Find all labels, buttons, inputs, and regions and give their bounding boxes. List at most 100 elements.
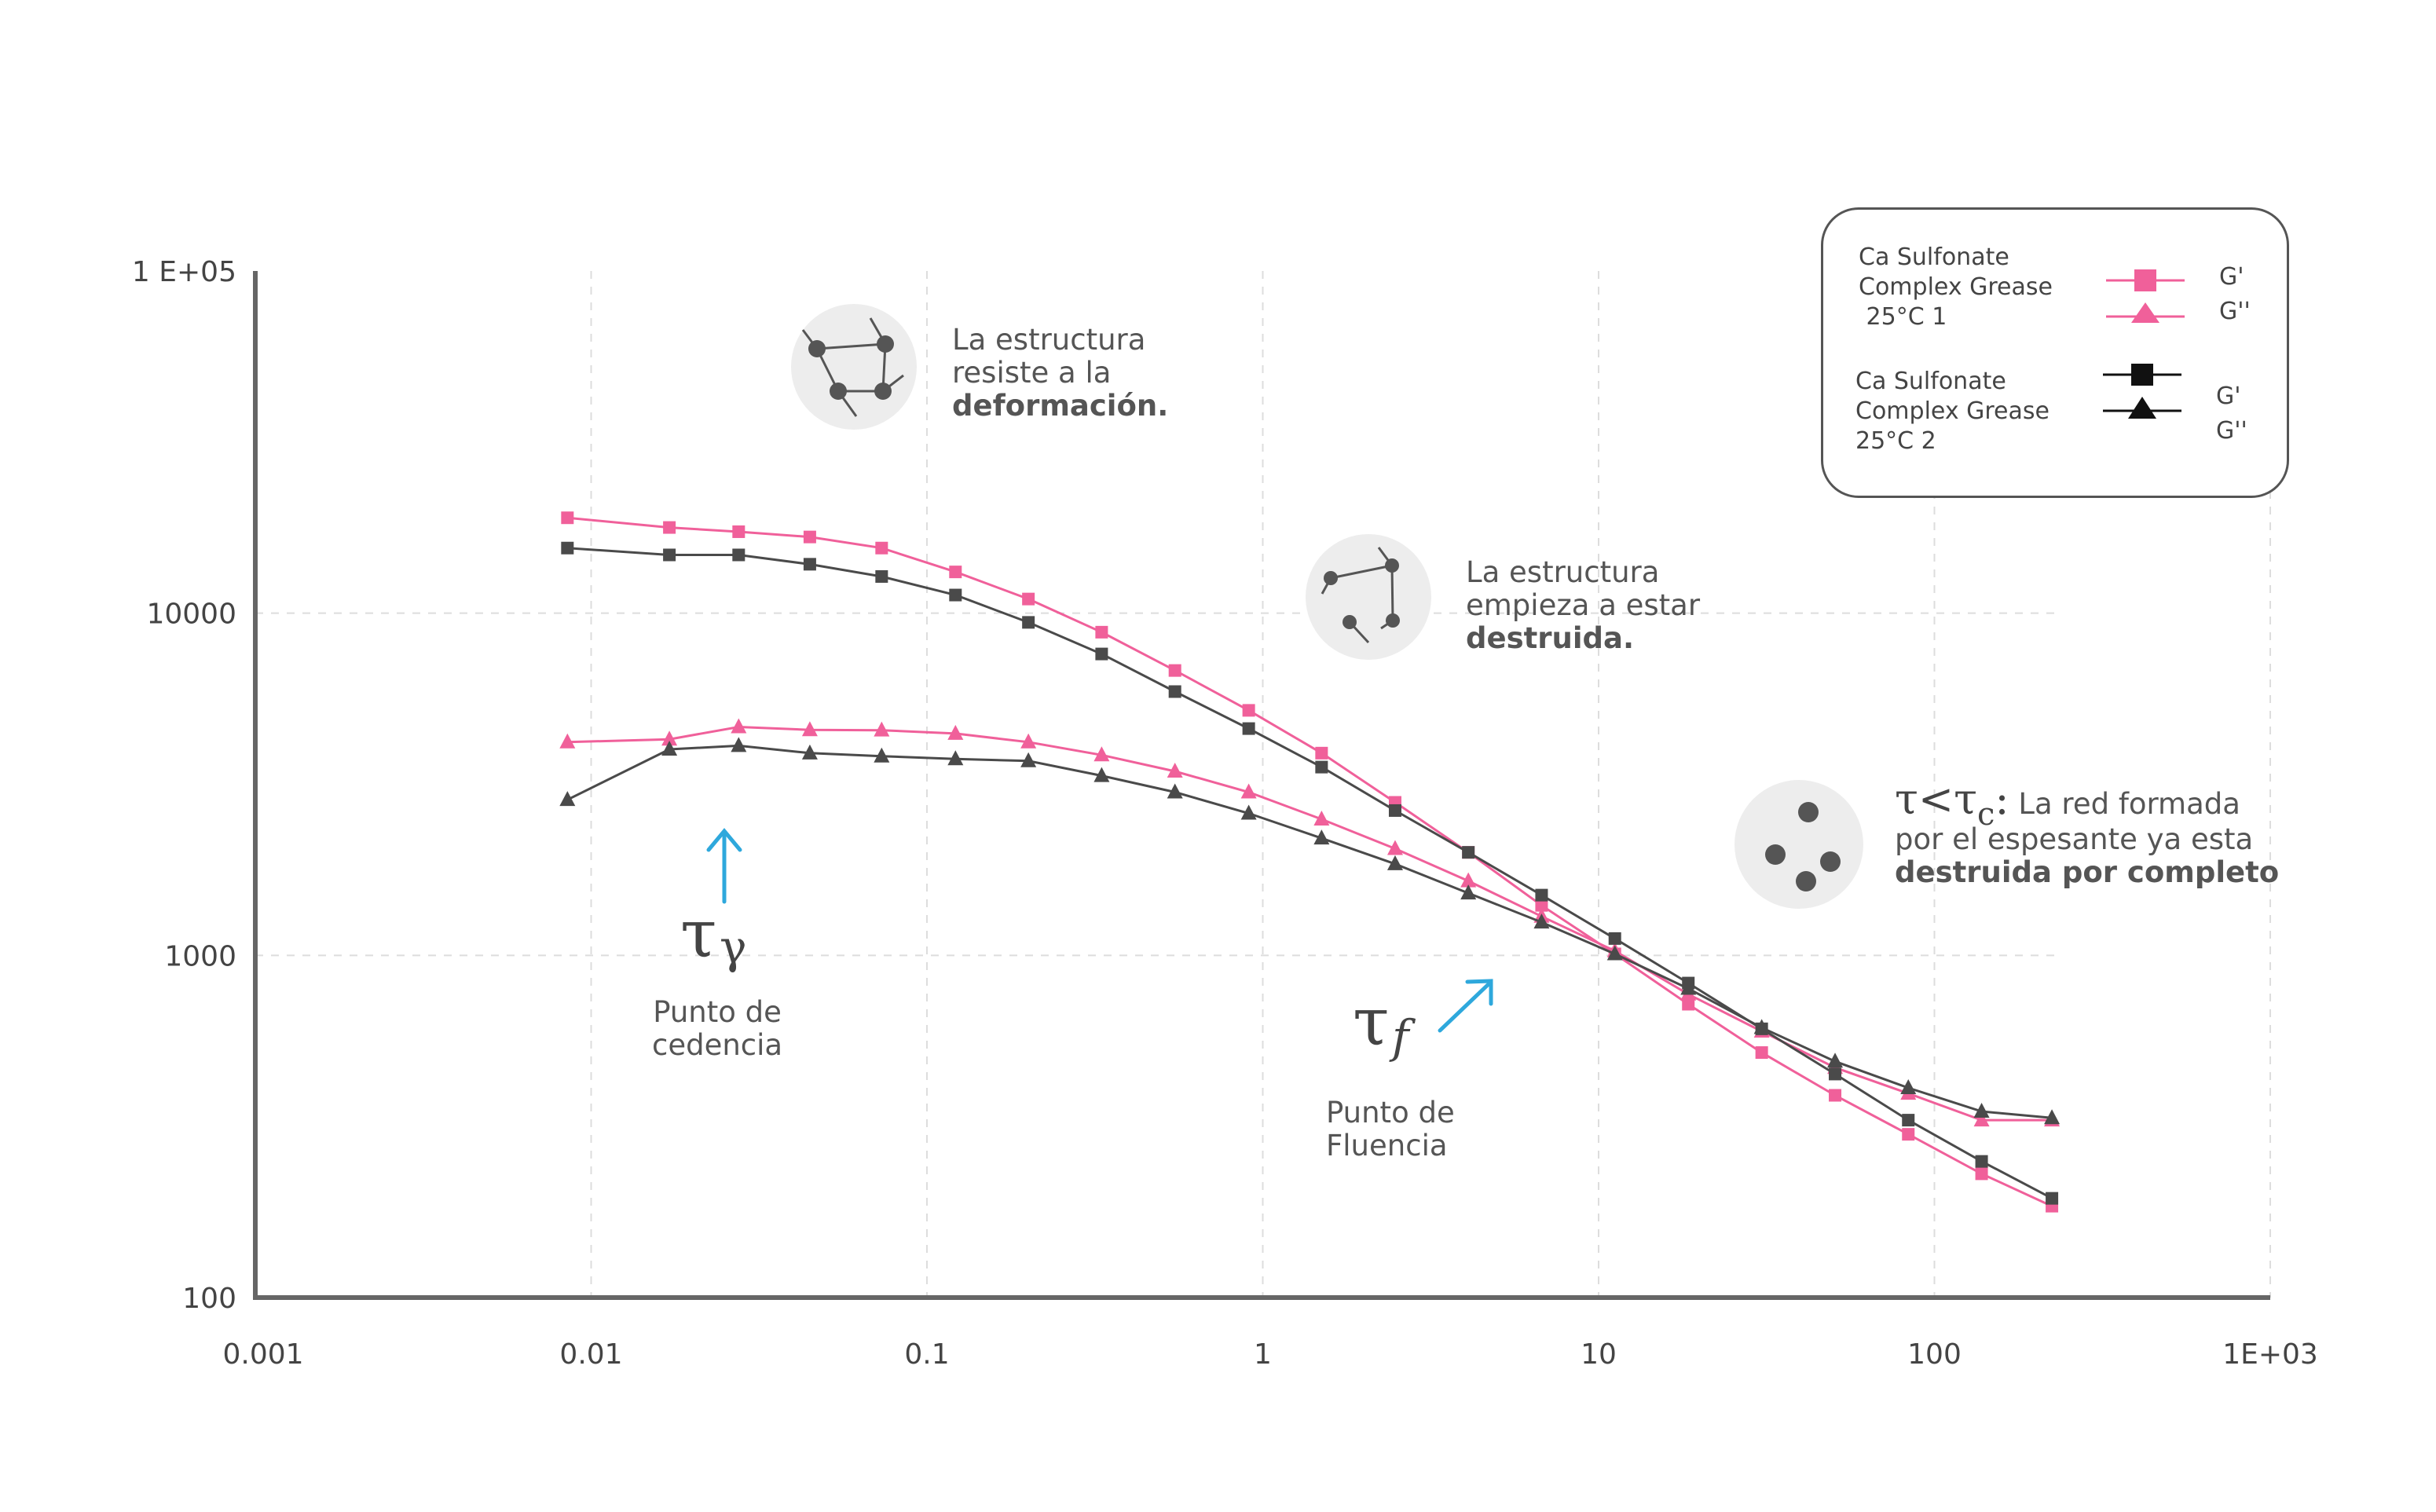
data-point (663, 521, 676, 534)
legend-g-prime-2: G' (2216, 383, 2241, 410)
data-point (1315, 760, 1328, 774)
data-point (732, 525, 745, 538)
data-point (1680, 979, 1697, 995)
flow-caption: Punto de Fluencia (1326, 1096, 1455, 1162)
data-point (561, 511, 574, 525)
annotation-starts-line-2: empieza a estar (1466, 588, 1701, 622)
y-tick-label: 100 (182, 1283, 236, 1315)
data-point (1020, 752, 1037, 767)
data-point (732, 548, 745, 562)
legend-black-square-marker (2131, 364, 2153, 386)
data-point (1168, 664, 1181, 677)
annotation-destroyed-colon: : (1995, 774, 2009, 824)
annotation-destroyed-tau-expr: τ<τ (1895, 774, 1977, 824)
data-point (1460, 884, 1477, 900)
legend-group-2-label: Ca Sulfonate Complex Grease 25°C 2 (1855, 367, 2050, 456)
legend-pink-triangle-marker (2131, 302, 2159, 323)
flow-arrow-icon (1438, 979, 1493, 1033)
data-point (1753, 1019, 1770, 1034)
data-point (949, 566, 962, 579)
legend-group-2-line-2: Complex Grease (1855, 397, 2050, 425)
flow-caption-line-2: Fluencia (1326, 1129, 1448, 1162)
data-point (1313, 810, 1330, 826)
annotation-starts: La estructura empieza a estar destruida. (1466, 556, 1700, 655)
data-point (1902, 1128, 1915, 1141)
x-tick-label: 100 (1907, 1338, 1962, 1371)
data-point (1242, 722, 1255, 735)
data-point (1093, 746, 1110, 762)
data-point (1242, 704, 1255, 717)
data-point (2046, 1192, 2059, 1205)
data-point (2044, 1109, 2061, 1125)
data-point (1387, 855, 1403, 870)
data-point (1535, 899, 1548, 912)
yield-caption-line-1: Punto de (653, 995, 782, 1029)
data-point (1902, 1114, 1915, 1127)
tick-labels: 0.001 0.01 0.1 1 10 100 1E+03 100 1000 10000 1 E+0… (132, 256, 2318, 1371)
data-point (1167, 763, 1183, 778)
data-point (1093, 767, 1110, 782)
x-tick-label: 10 (1581, 1338, 1617, 1371)
data-point (1315, 746, 1328, 760)
data-point (1975, 1155, 1988, 1168)
annotation-resists-line-3: deformación. (952, 389, 1169, 423)
data-point (1975, 1167, 1988, 1181)
legend-group-2-line-3: 25°C 2 (1855, 427, 1936, 455)
data-point (874, 721, 890, 737)
y-tick-label: 1000 (164, 940, 236, 972)
annotation-starts-line-3: destruida. (1466, 621, 1635, 655)
flow-tau-symbol: τ (1353, 983, 1390, 1060)
legend-group-1-line-3: 25°C 1 (1859, 303, 1947, 331)
data-point (1022, 616, 1035, 629)
data-point (875, 569, 888, 583)
grid (255, 271, 2271, 1298)
data-point (1535, 888, 1548, 902)
data-point (1167, 783, 1183, 799)
axes (253, 271, 2270, 1300)
x-tick-label: 1E+03 (2222, 1338, 2318, 1371)
yield-arrow-icon (706, 828, 742, 904)
data-point (1388, 804, 1401, 817)
data-point (1460, 872, 1477, 888)
data-point (947, 750, 964, 766)
legend-pink-square-marker (2134, 269, 2156, 291)
x-tick-label: 0.01 (559, 1338, 622, 1371)
yield-tau-symbol: τ (680, 895, 717, 972)
data-point (1900, 1079, 1917, 1095)
annotation-destroyed-tau-sub: c (1977, 796, 1995, 833)
annotation-destroyed-line-2: por el espesante ya esta (1895, 822, 2254, 856)
data-point (1020, 733, 1037, 749)
annotation-resists-line-2: resiste a la (952, 356, 1112, 390)
data-point (1313, 829, 1330, 845)
data-point (731, 718, 747, 734)
data-point (1755, 1046, 1768, 1060)
x-tick-label: 1 (1254, 1338, 1272, 1371)
data-point (1022, 592, 1035, 606)
data-point (801, 744, 818, 760)
data-point (1829, 1089, 1842, 1102)
data-point (661, 730, 678, 746)
data-point (874, 747, 890, 763)
y-tick-label: 10000 (146, 599, 236, 631)
data-point (947, 724, 964, 740)
legend-group-2-line-1: Ca Sulfonate (1855, 368, 2006, 395)
x-tick-label: 0.1 (904, 1338, 949, 1371)
legend-g-double-prime-1: G'' (2219, 298, 2251, 325)
destroyed-network-icon (1735, 780, 1863, 909)
data-point (1829, 1067, 1842, 1081)
annotation-destroyed-line-3: destruida por completo (1895, 855, 2280, 889)
legend-black-triangle-marker (2128, 397, 2156, 419)
data-point (1240, 804, 1257, 820)
data-point (1827, 1053, 1844, 1068)
data-point (1462, 846, 1475, 859)
yield-tau-subscript: γ (720, 921, 747, 974)
flow-caption-line-1: Punto de (1326, 1096, 1455, 1129)
data-point (661, 741, 678, 756)
legend-markers (2103, 269, 2185, 419)
data-point (731, 737, 747, 752)
yield-caption: Punto de cedencia (652, 996, 782, 1062)
annotation-resists: La estructura resiste a la deformación. (952, 324, 1168, 423)
legend-g-double-prime-2: G'' (2216, 417, 2247, 445)
annotation-starts-line-1: La estructura (1466, 555, 1660, 589)
